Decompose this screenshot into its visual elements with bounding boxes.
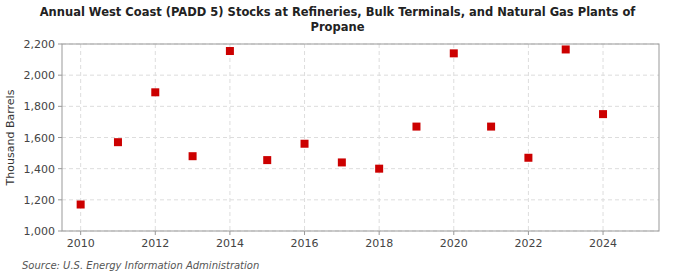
point	[226, 47, 234, 55]
tick-mark	[58, 75, 62, 76]
grid-line	[62, 199, 659, 200]
tick-mark	[603, 231, 604, 235]
tick-mark	[528, 231, 529, 235]
tick-mark	[58, 231, 62, 232]
tick-label: 1,000	[24, 225, 56, 238]
axes: 1,000 1,200 1,400 1,600 1,800 2,000 2,200 2010 2…	[24, 38, 660, 250]
grid	[62, 44, 659, 231]
tick-label: 1,800	[24, 100, 56, 113]
point	[151, 88, 159, 96]
tick-label: 2024	[589, 237, 617, 250]
tick-mark	[453, 231, 454, 235]
point	[375, 165, 383, 173]
points	[77, 45, 607, 208]
title-line: Propane	[311, 20, 365, 34]
tick-label: 2016	[291, 237, 319, 250]
annotation: Source: U.S. Energy Information Administ…	[22, 260, 259, 271]
point	[263, 156, 271, 164]
title: Annual West Coast (PADD 5) Stocks at Ref…	[40, 5, 637, 34]
tick-label: 2018	[365, 237, 393, 250]
tick-label: 1,200	[24, 194, 56, 207]
tick-mark	[58, 199, 62, 200]
point	[338, 158, 346, 166]
grid-line	[155, 44, 156, 231]
tick-label: 2014	[216, 237, 244, 250]
grid-line	[603, 44, 604, 231]
grid-line	[62, 168, 659, 169]
point	[524, 154, 532, 162]
grid-line	[62, 75, 659, 76]
point	[114, 138, 122, 146]
point	[450, 49, 458, 57]
tick-mark	[58, 137, 62, 138]
point	[301, 140, 309, 148]
tick-mark	[58, 168, 62, 169]
grid-line	[304, 44, 305, 231]
tick-mark	[58, 106, 62, 107]
tick-mark	[80, 231, 81, 235]
point	[487, 123, 495, 131]
grid-line	[62, 106, 659, 107]
grid-line	[528, 44, 529, 231]
point	[77, 201, 85, 209]
tick-mark	[229, 231, 230, 235]
tick-label: 2010	[67, 237, 95, 250]
tick-mark	[379, 231, 380, 235]
grid-line	[229, 44, 230, 231]
tick-label: 2,200	[24, 38, 56, 51]
point	[189, 152, 197, 160]
point	[412, 123, 420, 131]
plot-frame	[62, 44, 659, 231]
tick-mark	[58, 44, 62, 45]
y-axis-label: Thousand Barrels	[4, 89, 17, 186]
tick-mark	[304, 231, 305, 235]
tick-mark	[155, 231, 156, 235]
grid-line	[379, 44, 380, 231]
tick-label: 1,400	[24, 163, 56, 176]
tick-label: 1,600	[24, 132, 56, 145]
grid-line	[453, 44, 454, 231]
tick-label: 2,000	[24, 69, 56, 82]
point	[599, 110, 607, 118]
tick-label: 2020	[440, 237, 468, 250]
tick-label: 2012	[141, 237, 169, 250]
grid-line	[62, 137, 659, 138]
title-line: Annual West Coast (PADD 5) Stocks at Ref…	[40, 5, 637, 19]
chart: Annual West Coast (PADD 5) Stocks at Ref…	[0, 0, 675, 275]
tick-label: 2022	[514, 237, 542, 250]
point	[562, 45, 570, 53]
